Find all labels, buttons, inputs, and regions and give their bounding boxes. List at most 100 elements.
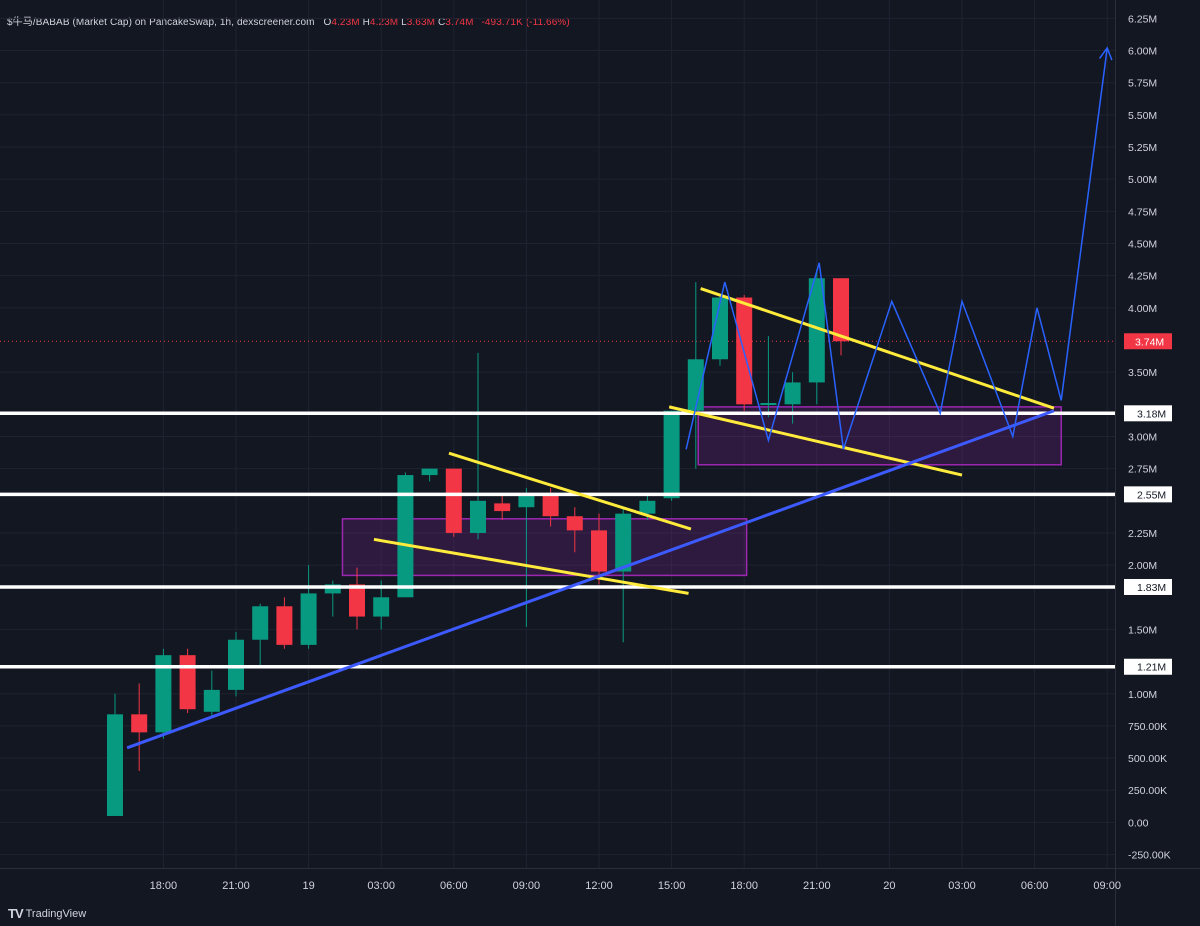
- low-label: L: [401, 17, 407, 28]
- candle: [712, 294, 728, 366]
- candle-body: [445, 468, 462, 533]
- time-tick-label: 20: [883, 880, 895, 892]
- price-tick-label: 4.75M: [1128, 206, 1157, 218]
- level-price-label: 2.55M: [1124, 486, 1172, 503]
- price-tick-label: 4.00M: [1128, 303, 1157, 315]
- level-price-label: 1.83M: [1124, 578, 1172, 595]
- price-tick-label: 5.25M: [1128, 142, 1157, 154]
- candle-body: [203, 689, 220, 712]
- candle-body: [639, 500, 656, 514]
- time-tick-label: 18:00: [730, 880, 758, 892]
- candle-body: [300, 593, 317, 645]
- candle-body: [760, 403, 777, 406]
- channel-line: [668, 405, 963, 477]
- candle-body: [615, 513, 632, 572]
- candle-body: [107, 714, 123, 816]
- high-label: H: [362, 17, 370, 28]
- projection-path: [685, 47, 1108, 450]
- tradingview-brand[interactable]: TV TradingView: [8, 906, 86, 921]
- price-tick-label: 5.75M: [1128, 78, 1157, 90]
- price-tick-label: 1.50M: [1128, 624, 1157, 636]
- change-value: -493.71K (-11.66%): [481, 17, 570, 28]
- projection-arrow-icon: [1098, 46, 1113, 61]
- candle: [155, 648, 172, 739]
- close-label: C: [437, 17, 446, 28]
- price-tick-label: 750.00K: [1128, 721, 1167, 733]
- time-tick-label: 03:00: [367, 880, 395, 892]
- time-tick-label: 09:00: [513, 880, 541, 892]
- candle: [421, 468, 438, 482]
- candle: [445, 468, 462, 537]
- time-tick-label: 19: [302, 880, 314, 892]
- price-tick-label: 500.00K: [1128, 753, 1167, 765]
- price-tick-label: 3.50M: [1128, 367, 1157, 379]
- candle: [808, 269, 825, 405]
- time-tick-label: 06:00: [440, 880, 468, 892]
- price-tick-label: 3.00M: [1128, 431, 1157, 443]
- price-tick-label: 0.00: [1128, 817, 1149, 829]
- tradingview-logo-icon: TV: [8, 906, 24, 921]
- time-tick-label: 21:00: [222, 880, 250, 892]
- candle-body: [228, 639, 244, 690]
- candle-body: [324, 584, 341, 594]
- level-label-bg: [1124, 405, 1172, 422]
- candle: [107, 693, 123, 816]
- candle-body: [349, 584, 365, 617]
- candle-body: [808, 278, 825, 383]
- candle: [397, 472, 414, 598]
- time-tick-label: 09:00: [1093, 880, 1121, 892]
- level-price-label: 3.18M: [1124, 405, 1172, 422]
- price-tick-label: 5.00M: [1128, 174, 1157, 186]
- channel-line: [700, 287, 1055, 410]
- symbol-title[interactable]: $牛马/BABAB (Market Cap) on PancakeSwap, 1…: [7, 17, 315, 28]
- candle-body: [373, 597, 390, 617]
- candle-body: [421, 468, 438, 476]
- price-tick-label: 2.25M: [1128, 528, 1157, 540]
- open-label: O: [323, 17, 332, 28]
- high-value: 4.23M: [369, 17, 399, 28]
- candle: [687, 282, 704, 469]
- candle: [252, 603, 269, 669]
- brand-name: TradingView: [25, 907, 87, 920]
- candle-body: [252, 606, 269, 640]
- current-price-text: 3.74M: [1135, 336, 1164, 348]
- price-tick-label: 250.00K: [1128, 785, 1167, 797]
- level-label-text: 1.21M: [1137, 662, 1166, 674]
- candle: [131, 683, 148, 771]
- candles: [107, 269, 849, 816]
- candle-body: [131, 714, 148, 733]
- price-axis: 6.25M 6.00M 5.75M 5.50M 5.25M 5.00M 4.75M 4.50M…: [1124, 13, 1172, 862]
- time-tick-label: 18:00: [150, 880, 178, 892]
- price-tick-label: 5.50M: [1128, 110, 1157, 122]
- candle: [615, 507, 632, 643]
- time-tick-label: 06:00: [1021, 880, 1049, 892]
- price-tick-label: 2.75M: [1128, 464, 1157, 476]
- candle-body: [494, 503, 511, 512]
- level-label-text: 3.18M: [1137, 408, 1166, 420]
- candle: [663, 410, 680, 501]
- price-tick-label: -250.00K: [1128, 850, 1171, 862]
- current-price-label: 3.74M: [1124, 333, 1172, 350]
- candle-body: [179, 655, 196, 710]
- candle-body: [155, 655, 172, 733]
- time-tick-label: 03:00: [948, 880, 976, 892]
- channel-line: [373, 537, 689, 595]
- grid: [0, 0, 1115, 868]
- candle-body: [470, 500, 486, 533]
- time-tick-label: 15:00: [658, 880, 686, 892]
- candle-body: [397, 475, 414, 598]
- price-tick-label: 2.00M: [1128, 560, 1157, 572]
- support-levels: [0, 411, 1115, 669]
- candle-body: [566, 516, 583, 531]
- symbol-header: $牛马/BABAB (Market Cap) on PancakeSwap, 1…: [7, 13, 570, 28]
- candle-body: [663, 410, 680, 499]
- price-tick-label: 4.25M: [1128, 271, 1157, 283]
- time-tick-label: 12:00: [585, 880, 613, 892]
- candle: [566, 507, 583, 553]
- current-price-bg: [1124, 333, 1172, 350]
- price-tick-label: 6.00M: [1128, 46, 1157, 58]
- candle-body: [833, 278, 849, 342]
- candle: [179, 648, 196, 714]
